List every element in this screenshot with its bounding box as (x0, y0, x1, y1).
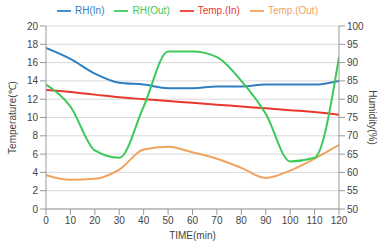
svg-text:4: 4 (32, 167, 38, 178)
svg-text:30: 30 (114, 215, 126, 226)
svg-text:20: 20 (27, 21, 39, 32)
svg-text:2: 2 (32, 185, 38, 196)
svg-text:60: 60 (187, 215, 199, 226)
svg-text:90: 90 (347, 57, 359, 68)
svg-text:80: 80 (236, 215, 248, 226)
html-text:Temp.(Out): Temp.(Out) (268, 4, 318, 16)
svg-text:70: 70 (347, 130, 359, 141)
svg-text:120: 120 (331, 215, 348, 226)
svg-text:40: 40 (138, 215, 150, 226)
svg-text:70: 70 (211, 215, 223, 226)
svg-text:50: 50 (163, 215, 175, 226)
svg-text:18: 18 (27, 39, 39, 50)
svg-text:85: 85 (347, 75, 359, 86)
svg-text:20: 20 (89, 215, 101, 226)
svg-text:50: 50 (347, 204, 359, 215)
svg-text:90: 90 (260, 215, 272, 226)
svg-text:12: 12 (27, 94, 39, 105)
html-text:RH(In): RH(In) (75, 4, 105, 16)
html-text:Temp.(In): Temp.(In) (197, 4, 240, 16)
svg-text:8: 8 (32, 130, 38, 141)
html-text:RH(Out): RH(Out) (132, 4, 170, 16)
svg-text:100: 100 (347, 21, 364, 32)
svg-text:10: 10 (65, 215, 77, 226)
svg-text:10: 10 (27, 112, 39, 123)
svg-text:110: 110 (307, 215, 323, 226)
svg-text:80: 80 (347, 94, 359, 105)
svg-text:6: 6 (32, 149, 38, 160)
svg-text:55: 55 (347, 185, 359, 196)
svg-text:Humidity(%): Humidity(%) (367, 90, 378, 144)
svg-text:95: 95 (347, 39, 359, 50)
svg-text:65: 65 (347, 149, 359, 160)
svg-text:0: 0 (43, 215, 49, 226)
svg-text:0: 0 (32, 204, 38, 215)
svg-text:100: 100 (282, 215, 299, 226)
svg-text:16: 16 (27, 57, 39, 68)
svg-text:Temperature(℃): Temperature(℃) (8, 81, 18, 154)
svg-text:TIME(min): TIME(min) (169, 230, 216, 241)
svg-text:14: 14 (27, 75, 39, 86)
svg-text:75: 75 (347, 112, 359, 123)
svg-text:60: 60 (347, 167, 359, 178)
